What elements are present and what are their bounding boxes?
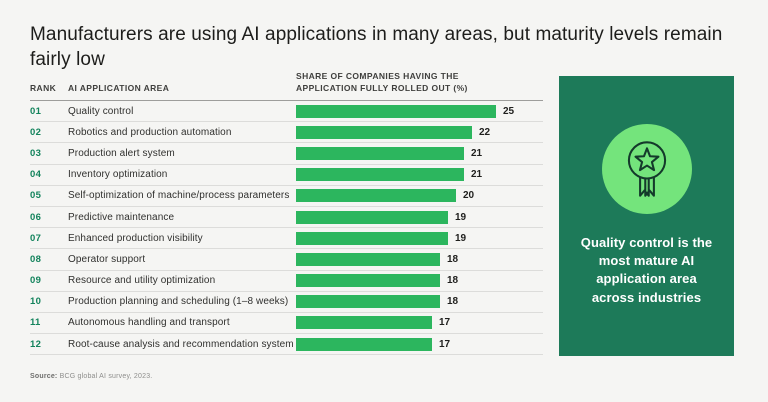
source-label: Source: <box>30 373 58 380</box>
column-header-rank: RANK <box>30 82 57 93</box>
rank-number: 03 <box>30 147 42 159</box>
table-row: 06 Predictive maintenance 19 <box>30 207 543 229</box>
table-row: 04 Inventory optimization 21 <box>30 165 543 186</box>
table-row: 03 Production alert system 21 <box>30 143 543 165</box>
application-area-label: Predictive maintenance <box>68 211 175 223</box>
bar-value-label: 22 <box>479 126 491 138</box>
application-area-label: Root-cause analysis and recommendation s… <box>68 338 294 350</box>
bar-cell: 21 <box>296 165 543 185</box>
table-column-headers: RANK AI APPLICATION AREA SHARE OF COMPAN… <box>30 58 543 100</box>
table-row: 01 Quality control 25 <box>30 101 543 123</box>
application-area-label: Resource and utility optimization <box>68 275 216 287</box>
value-bar <box>296 189 456 203</box>
rank-number: 08 <box>30 253 42 265</box>
table-row: 12 Root-cause analysis and recommendatio… <box>30 334 543 356</box>
highlight-panel: Quality control is the most mature AI ap… <box>559 76 734 356</box>
bar-value-label: 19 <box>455 211 467 223</box>
bar-cell: 18 <box>296 249 543 269</box>
bar-cell: 25 <box>296 101 543 121</box>
table-row: 11 Autonomous handling and transport 17 <box>30 313 543 335</box>
rank-number: 10 <box>30 296 42 308</box>
application-area-label: Production alert system <box>68 147 175 159</box>
badge-circle <box>601 124 692 214</box>
bar-cell: 17 <box>296 313 543 333</box>
rank-number: 12 <box>30 338 42 350</box>
application-area-label: Operator support <box>68 253 146 265</box>
bar-cell: 18 <box>296 271 543 291</box>
application-area-label: Autonomous handling and transport <box>68 317 230 329</box>
bar-value-label: 20 <box>463 190 475 202</box>
page-title: Manufacturers are using AI applications … <box>30 24 723 71</box>
application-area-label: Enhanced production visibility <box>68 232 203 244</box>
rank-number: 02 <box>30 126 42 138</box>
rank-number: 04 <box>30 169 42 181</box>
rank-number: 01 <box>30 105 42 117</box>
value-bar <box>296 252 440 266</box>
application-area-label: Self-optimization of machine/process par… <box>68 190 290 202</box>
bar-value-label: 21 <box>471 147 483 159</box>
value-bar <box>296 210 448 224</box>
source-note: Source: BCG global AI survey, 2023. <box>30 373 152 380</box>
application-area-label: Inventory optimization <box>68 169 168 181</box>
value-bar <box>296 104 496 118</box>
value-bar <box>296 316 432 330</box>
highlight-text: Quality control is the most mature AI ap… <box>580 235 713 305</box>
table-row: 08 Operator support 18 <box>30 249 543 271</box>
bar-cell: 22 <box>296 122 543 142</box>
bar-value-label: 18 <box>447 253 459 265</box>
table-row: 02 Robotics and production automation 22 <box>30 122 543 144</box>
bar-value-label: 17 <box>439 338 451 350</box>
award-medal-icon <box>627 141 666 197</box>
bar-cell: 19 <box>296 228 543 248</box>
value-bar <box>296 168 464 182</box>
bar-cell: 19 <box>296 207 543 227</box>
table-row: 05 Self-optimization of machine/process … <box>30 186 543 207</box>
rank-number: 09 <box>30 275 42 287</box>
value-bar <box>296 337 432 351</box>
bar-cell: 20 <box>296 186 543 206</box>
table-row: 09 Resource and utility optimization 18 <box>30 271 543 292</box>
rank-number: 11 <box>30 317 41 329</box>
column-header-area: AI APPLICATION AREA <box>68 82 170 93</box>
application-area-label: Production planning and scheduling (1–8 … <box>68 296 289 308</box>
application-area-label: Robotics and production automation <box>68 126 232 138</box>
bar-value-label: 21 <box>471 169 483 181</box>
table-row: 10 Production planning and scheduling (1… <box>30 292 543 313</box>
value-bar <box>296 274 440 288</box>
bar-value-label: 18 <box>447 296 459 308</box>
column-header-share: SHARE OF COMPANIES HAVING THE APPLICATIO… <box>296 71 468 93</box>
bar-value-label: 17 <box>439 317 451 329</box>
bar-value-label: 18 <box>447 275 459 287</box>
application-area-label: Quality control <box>68 105 134 117</box>
source-text: BCG global AI survey, 2023. <box>57 373 153 380</box>
rank-number: 07 <box>30 232 42 244</box>
value-bar <box>296 146 464 160</box>
value-bar <box>296 295 440 309</box>
value-bar <box>296 125 472 139</box>
value-bar <box>296 231 448 245</box>
bar-cell: 21 <box>296 143 543 163</box>
bar-cell: 17 <box>296 334 543 354</box>
bar-cell: 18 <box>296 292 543 312</box>
bar-value-label: 19 <box>455 232 467 244</box>
bar-value-label: 25 <box>503 105 515 117</box>
rank-number: 05 <box>30 190 42 202</box>
bar-chart-table: 01 Quality control 25 02 Robotics and pr… <box>30 100 543 356</box>
table-row: 07 Enhanced production visibility 19 <box>30 228 543 250</box>
rank-number: 06 <box>30 211 42 223</box>
